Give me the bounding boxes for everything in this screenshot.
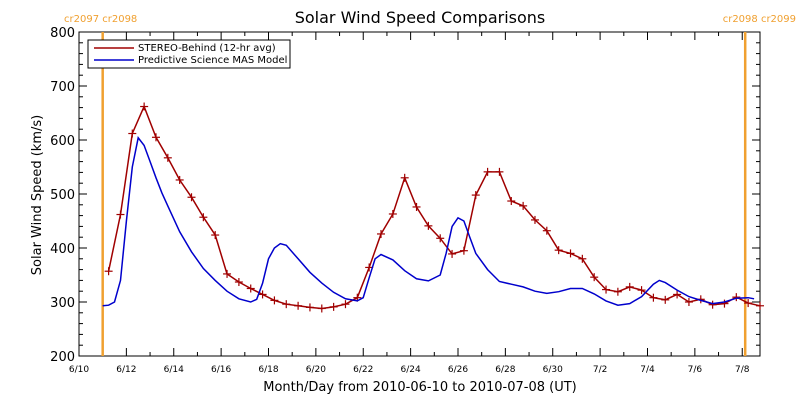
data-point: [317, 304, 326, 313]
data-point: [625, 282, 634, 291]
x-tick-label: 6/22: [353, 365, 373, 375]
carrington-label: cr2097 cr2098: [64, 14, 137, 25]
x-tick-label: 6/12: [116, 365, 136, 375]
legend: STEREO-Behind (12-hr avg) Predictive Sci…: [87, 39, 291, 69]
y-tick-label: 200: [50, 350, 75, 365]
y-tick-label: 800: [50, 26, 75, 41]
legend-label-mas-model: Predictive Science MAS Model: [138, 55, 287, 66]
data-point: [708, 300, 717, 309]
data-point: [554, 246, 563, 255]
legend-box: [87, 39, 291, 69]
data-point: [400, 173, 409, 182]
data-point: [578, 254, 587, 263]
data-point: [258, 290, 267, 299]
data-point: [412, 202, 421, 211]
data-point: [341, 300, 350, 309]
data-point: [128, 129, 137, 138]
data-point: [246, 284, 255, 293]
x-tick-label: 6/14: [164, 365, 184, 375]
x-tick-label: 6/26: [448, 365, 468, 375]
series-layer: [102, 102, 764, 313]
y-tick-label: 700: [50, 80, 75, 95]
data-point: [590, 273, 599, 282]
x-tick-label: 7/8: [735, 365, 750, 375]
y-tick-label: 400: [50, 242, 75, 257]
data-point: [211, 231, 220, 240]
y-tick-label: 300: [50, 296, 75, 311]
data-point: [613, 287, 622, 296]
data-point: [756, 301, 764, 310]
x-tick-label: 6/28: [495, 365, 515, 375]
data-point: [140, 102, 149, 111]
x-tick-label: 6/16: [211, 365, 231, 375]
data-point: [530, 215, 539, 224]
series-stereo-behind: [104, 102, 764, 313]
data-point: [163, 153, 172, 162]
chart-title: Solar Wind Speed Comparisons: [295, 8, 546, 27]
data-point: [507, 197, 516, 206]
data-point: [673, 290, 682, 299]
data-point: [270, 296, 279, 305]
data-point: [448, 249, 457, 258]
data-point: [495, 167, 504, 176]
x-tick-label: 7/4: [640, 365, 655, 375]
carrington-label: cr2098 cr2099: [723, 14, 796, 25]
data-point: [104, 267, 113, 276]
x-tick-label: 7/2: [593, 365, 607, 375]
data-point: [684, 298, 693, 306]
data-point: [223, 269, 232, 278]
data-point: [542, 226, 551, 235]
data-point: [234, 278, 243, 287]
series-mas-model: [102, 136, 755, 307]
x-tick-label: 6/18: [258, 365, 278, 375]
data-point: [187, 193, 196, 202]
data-point: [471, 191, 480, 200]
x-tick-label: 6/20: [306, 365, 326, 375]
data-point: [305, 303, 314, 312]
data-point: [720, 299, 729, 308]
x-tick-label: 6/24: [401, 365, 421, 375]
data-point: [294, 301, 303, 310]
plot-frame: [78, 31, 761, 357]
x-tick-label: 7/6: [688, 365, 703, 375]
data-point: [602, 285, 611, 294]
data-point: [116, 210, 125, 219]
data-point: [649, 293, 658, 302]
legend-label-stereo: STEREO-Behind (12-hr avg): [138, 43, 276, 54]
x-axis-label: Month/Day from 2010-06-10 to 2010-07-08 …: [263, 380, 576, 395]
data-point: [732, 293, 741, 302]
data-point: [151, 133, 160, 142]
y-axis-label: Solar Wind Speed (km/s): [30, 115, 45, 275]
data-point: [661, 295, 670, 304]
data-point: [424, 221, 433, 230]
data-point: [282, 300, 291, 309]
data-point: [377, 229, 386, 238]
series-line: [102, 136, 755, 307]
y-tick-label: 600: [50, 134, 75, 149]
data-point: [436, 234, 445, 243]
data-point: [744, 299, 753, 308]
plot-axes: 200 300 400 500 600 700 800 6/10 6/12 6/14 6/16 6/1…: [50, 26, 761, 375]
series-line: [107, 104, 761, 310]
data-point: [459, 246, 468, 255]
data-point: [199, 213, 208, 222]
data-point: [483, 167, 492, 176]
data-point: [175, 175, 184, 184]
data-point: [566, 249, 575, 258]
x-tick-label: 6/30: [543, 365, 563, 375]
data-point: [637, 286, 646, 295]
y-tick-label: 500: [50, 188, 75, 203]
data-point: [329, 302, 338, 311]
x-tick-label: 6/10: [69, 365, 89, 375]
data-point: [519, 201, 528, 210]
data-point: [388, 209, 397, 218]
